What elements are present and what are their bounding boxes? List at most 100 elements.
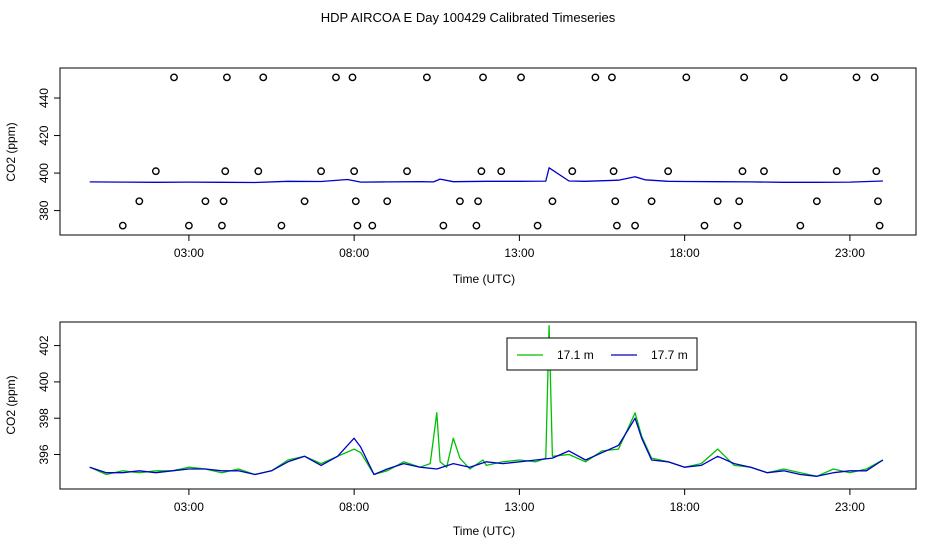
data-point — [223, 73, 231, 82]
data-point — [608, 73, 616, 82]
data-point — [664, 167, 673, 176]
data-point — [254, 167, 263, 176]
data-point — [796, 221, 805, 230]
data-point — [300, 197, 309, 206]
legend-box — [506, 337, 698, 371]
data-point — [740, 73, 749, 82]
data-point — [332, 73, 340, 82]
data-point — [474, 197, 482, 206]
data-point — [779, 73, 788, 82]
data-point — [219, 197, 228, 206]
legend: 17.1 m 17.7 m — [506, 337, 698, 371]
data-point — [201, 197, 210, 206]
y-tick-label: 402 — [37, 335, 51, 355]
series-line-0 — [89, 167, 883, 184]
data-point — [852, 73, 861, 82]
y-tick-label: 396 — [37, 444, 51, 464]
data-point — [738, 167, 747, 176]
y-tick-label: 420 — [37, 125, 51, 145]
x-axis: 03:00 08:00 13:00 18:00 23:00 — [174, 489, 865, 514]
x-tick-label: 08:00 — [339, 500, 369, 514]
data-point — [350, 167, 359, 176]
data-point — [221, 167, 230, 176]
chart-title: HDP AIRCOA E Day 100429 Calibrated Times… — [321, 10, 616, 25]
data-point — [383, 197, 392, 206]
data-point — [812, 197, 821, 206]
x-tick-label: 18:00 — [670, 500, 700, 514]
x-axis-label: Time (UTC) — [453, 524, 515, 538]
data-point — [700, 221, 709, 230]
data-point — [477, 167, 486, 176]
plot-marks — [89, 73, 884, 230]
data-point — [259, 73, 268, 82]
data-point — [218, 221, 226, 230]
y-tick-label: 400 — [37, 372, 51, 392]
data-point — [422, 73, 431, 82]
data-point — [872, 167, 881, 176]
legend-label-17-7m: 17.7 m — [651, 348, 688, 362]
data-point — [368, 221, 377, 230]
data-point — [317, 167, 325, 176]
x-tick-label: 23:00 — [835, 500, 865, 514]
x-tick-label: 08:00 — [339, 246, 369, 260]
data-point — [591, 73, 600, 82]
legend-label-17-1m: 17.1 m — [557, 348, 594, 362]
x-tick-label: 23:00 — [835, 246, 865, 260]
data-point — [760, 167, 768, 176]
data-point — [611, 197, 620, 206]
data-point — [351, 197, 360, 206]
data-point — [631, 221, 639, 230]
x-tick-label: 13:00 — [504, 500, 534, 514]
data-point — [875, 221, 884, 230]
data-point — [874, 197, 882, 206]
x-tick-label: 18:00 — [670, 246, 700, 260]
x-tick-label: 03:00 — [174, 246, 204, 260]
x-tick-label: 03:00 — [174, 500, 204, 514]
y-axis-label: CO2 (ppm) — [4, 375, 18, 434]
data-point — [612, 221, 621, 230]
y-tick-label: 400 — [37, 163, 51, 183]
data-point — [348, 73, 357, 82]
data-point — [682, 73, 691, 82]
plot-frame — [59, 321, 917, 490]
data-point — [277, 221, 286, 230]
data-point — [184, 221, 193, 230]
x-tick-label: 13:00 — [504, 246, 534, 260]
plot-marks — [89, 324, 884, 477]
series-line-17-1-m — [89, 324, 884, 477]
data-point — [609, 167, 618, 176]
data-point — [713, 197, 722, 206]
x-axis-label: Time (UTC) — [453, 272, 515, 286]
data-point — [151, 167, 160, 176]
data-point — [533, 221, 542, 230]
data-point — [439, 221, 448, 230]
data-point — [735, 197, 744, 206]
data-point — [548, 197, 557, 206]
plot-frame — [59, 67, 917, 236]
y-axis: 396 398 400 402 — [37, 335, 61, 465]
data-point — [497, 167, 506, 176]
data-point — [733, 221, 742, 230]
data-point — [870, 73, 879, 82]
y-axis-label: CO2 (ppm) — [4, 122, 18, 181]
data-point — [170, 73, 178, 82]
data-point — [832, 167, 841, 176]
data-point — [479, 73, 487, 82]
data-point — [456, 197, 464, 206]
data-point — [568, 167, 577, 176]
y-axis: 380 400 420 440 — [37, 88, 61, 221]
y-tick-label: 398 — [37, 408, 51, 428]
data-point — [353, 221, 362, 230]
x-axis: 03:00 08:00 13:00 18:00 23:00 — [174, 235, 865, 260]
data-point — [118, 221, 127, 230]
y-tick-label: 380 — [37, 200, 51, 220]
panel-calibrated-points: 380 400 420 440 03:00 08:00 13:00 18:00 23:00 T… — [4, 67, 917, 286]
data-point — [135, 197, 144, 206]
data-point — [472, 221, 481, 230]
series-line-17-7-m — [89, 417, 884, 477]
panel-timeseries: 396 398 400 402 03:00 08:00 13:00 18:00 23:00 T… — [4, 321, 917, 538]
data-point — [403, 167, 411, 176]
y-tick-label: 440 — [37, 88, 51, 108]
